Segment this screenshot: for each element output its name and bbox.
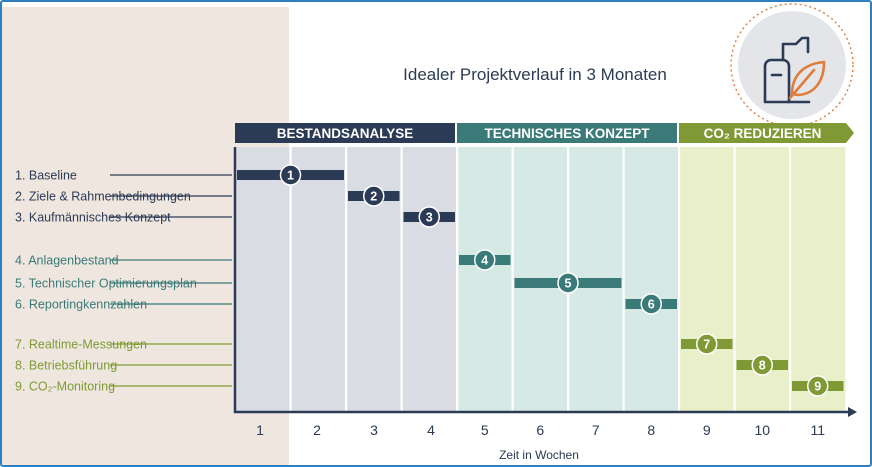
task-marker-number: 2 <box>370 190 377 204</box>
task-label: 1. Baseline <box>15 169 77 183</box>
week-tick-label: 7 <box>592 422 600 438</box>
task-marker <box>640 293 662 315</box>
week-divider <box>345 147 348 412</box>
task-marker <box>418 206 440 228</box>
week-divider <box>789 147 792 412</box>
week-tick-label: 2 <box>313 422 321 438</box>
task-label: 7. Realtime-Messungen <box>15 338 147 352</box>
task-label: 5. Technischer Optimierungsplan <box>15 277 197 291</box>
task-row: 7. Realtime-Messungen 7 <box>15 333 733 355</box>
phase-label-1: BESTANDSANALYSE <box>277 126 414 141</box>
week-divider <box>456 147 459 412</box>
task-marker-number: 6 <box>648 298 655 312</box>
week-divider <box>289 147 292 412</box>
task-label: 6. Reportingkennzahlen <box>15 298 147 312</box>
task-row: 1. Baseline 1 <box>15 164 344 186</box>
phase-label-3: CO₂ REDUZIEREN <box>704 126 822 141</box>
week-divider <box>511 147 514 412</box>
week-tick-label: 11 <box>810 422 825 438</box>
week-divider <box>678 147 681 412</box>
week-tick-label: 6 <box>536 422 544 438</box>
week-divider <box>400 147 403 412</box>
week-divider <box>622 147 625 412</box>
task-label: 4. Anlagenbestand <box>15 254 119 268</box>
task-label: 8. Betriebsführung <box>15 359 117 373</box>
week-tick-label: 9 <box>703 422 711 438</box>
task-marker-number: 1 <box>287 169 294 183</box>
phase-header-3 <box>679 123 854 143</box>
task-marker-number: 5 <box>565 277 572 291</box>
task-label: 3. Kaufmännisches Konzept <box>15 211 171 225</box>
task-marker <box>363 185 385 207</box>
week-tick-label: 4 <box>427 422 435 438</box>
task-marker-number: 3 <box>426 211 433 225</box>
week-tick-label: 5 <box>481 422 489 438</box>
task-row: 3. Kaufmännisches Konzept 3 <box>15 206 455 228</box>
x-axis <box>233 147 857 417</box>
task-marker-number: 8 <box>759 359 766 373</box>
task-marker <box>696 333 718 355</box>
week-divider <box>733 147 736 412</box>
task-marker <box>557 272 579 294</box>
task-row: 8. Betriebsführung 8 <box>15 354 788 376</box>
task-marker <box>807 375 829 397</box>
week-tick-label: 8 <box>647 422 655 438</box>
task-row: 2. Ziele & Rahmenbedingungen 2 <box>15 185 400 207</box>
task-marker-number: 4 <box>481 254 488 268</box>
task-marker <box>279 164 302 186</box>
week-tick-label: 1 <box>256 422 264 438</box>
phase-header-1 <box>235 123 455 143</box>
factory-leaf-icon <box>730 3 854 127</box>
task-row: 9. CO₂-Monitoring 9 <box>15 375 844 397</box>
task-marker-number: 7 <box>703 338 710 352</box>
phase-label-2: TECHNISCHES KONZEPT <box>484 126 650 141</box>
week-tick-label: 10 <box>754 422 770 438</box>
task-marker <box>751 354 773 376</box>
task-label: 9. CO₂-Monitoring <box>15 380 115 394</box>
task-marker-number: 9 <box>814 380 821 394</box>
week-tick-label: 3 <box>370 422 378 438</box>
task-row: 6. Reportingkennzahlen 6 <box>15 293 677 315</box>
task-row: 5. Technischer Optimierungsplan 5 <box>15 272 622 294</box>
axis-arrow-icon <box>848 407 857 417</box>
x-axis-label: Zeit in Wochen <box>499 448 579 462</box>
task-marker <box>474 249 496 271</box>
diagram-title: Idealer Projektverlauf in 3 Monaten <box>403 65 667 84</box>
task-row: 4. Anlagenbestand 4 <box>15 249 511 271</box>
phase-header-2 <box>457 123 677 143</box>
task-label: 2. Ziele & Rahmenbedingungen <box>15 190 191 204</box>
